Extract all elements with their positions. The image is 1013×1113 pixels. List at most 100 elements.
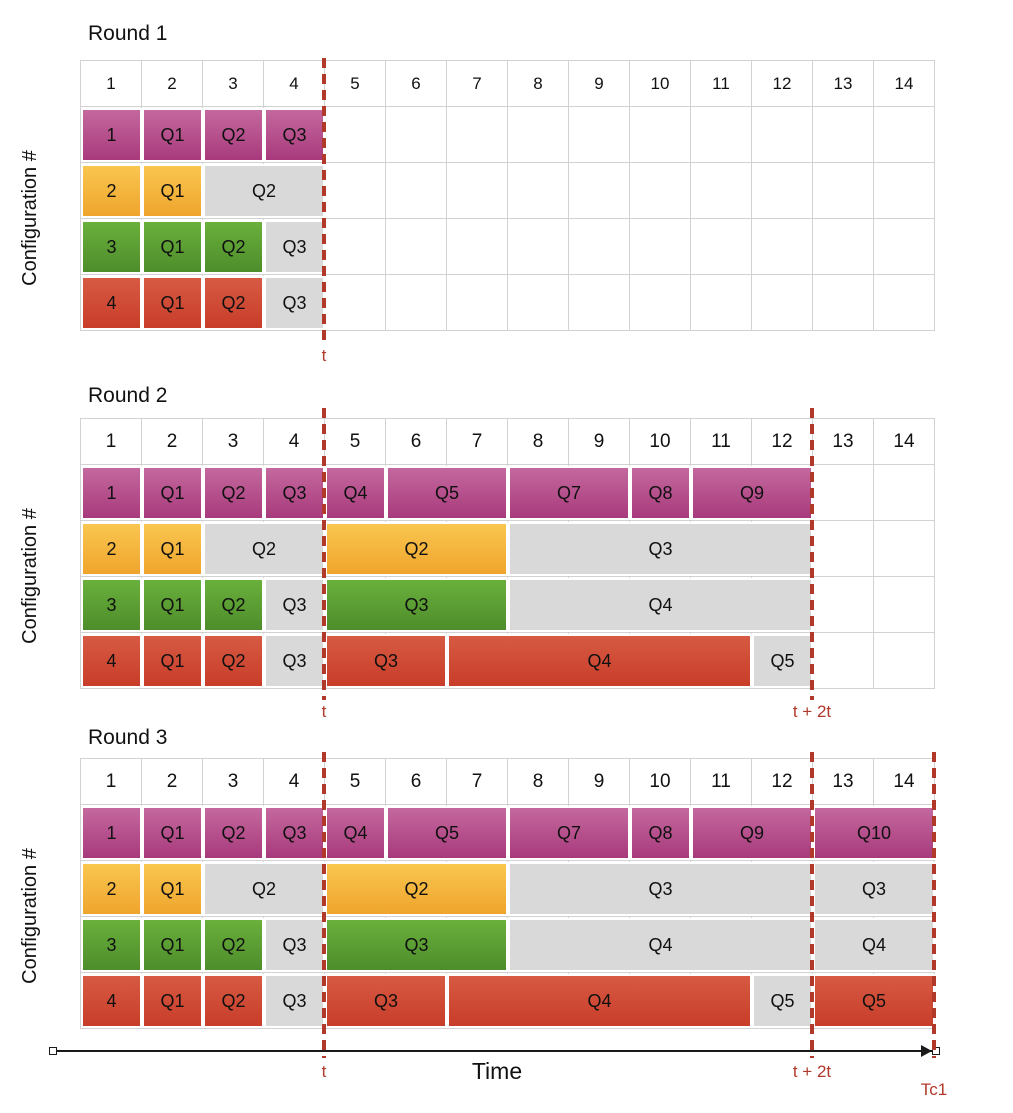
time-marker-line	[810, 752, 814, 1058]
query-block: Q3	[325, 974, 447, 1028]
query-block: Q2	[203, 276, 264, 330]
query-block: Q1	[142, 634, 203, 688]
query-block: Q3	[264, 806, 325, 860]
grid-cell	[874, 465, 935, 521]
config-label-cell: 2	[81, 164, 142, 218]
config-label-cell: 4	[81, 974, 142, 1028]
time-slot-header: 9	[569, 759, 630, 805]
grid-cell	[386, 275, 447, 331]
time-slot-header: 6	[386, 419, 447, 465]
grid-cell	[691, 219, 752, 275]
time-slot-header: 8	[508, 759, 569, 805]
time-slot-header: 6	[386, 759, 447, 805]
query-block: Q3	[264, 466, 325, 520]
time-slot-header: 2	[142, 759, 203, 805]
time-marker-line	[810, 408, 814, 700]
time-marker-line	[322, 752, 326, 1058]
query-block: Q2	[203, 220, 264, 274]
time-slot-header: 14	[874, 61, 935, 107]
time-slot-header: 11	[691, 759, 752, 805]
query-block: Q5	[752, 634, 813, 688]
time-slot-header: 3	[203, 61, 264, 107]
axis-endpoint-square	[49, 1047, 57, 1055]
time-marker-label: t	[321, 346, 327, 365]
query-block: Q3	[264, 634, 325, 688]
grid-cell	[569, 163, 630, 219]
query-block: Q4	[508, 578, 813, 632]
grid-cell	[813, 275, 874, 331]
query-block: Q4	[508, 918, 813, 972]
grid-cell	[874, 107, 935, 163]
grid-cell	[874, 633, 935, 689]
query-block: Q3	[508, 862, 813, 916]
time-slot-header: 1	[81, 61, 142, 107]
query-block: Q1	[142, 276, 203, 330]
query-block: Q3	[325, 578, 508, 632]
round-grid: 1 2 3 4 5 6 7 8 9 10 11 12 13 14 1 Q1 Q2 Q3 2 Q1 Q2 3 Q1 Q2 Q3 4 Q…	[80, 60, 935, 331]
query-block: Q2	[203, 634, 264, 688]
grid-cell	[691, 275, 752, 331]
time-slot-header: 14	[874, 419, 935, 465]
time-marker-line	[932, 752, 936, 1058]
query-block: Q5	[386, 806, 508, 860]
query-block: Q2	[203, 164, 325, 218]
grid-cell	[813, 521, 874, 577]
grid-cell	[691, 107, 752, 163]
grid-cell	[874, 577, 935, 633]
query-block: Q3	[264, 108, 325, 162]
grid-cell	[447, 219, 508, 275]
grid-cell	[447, 107, 508, 163]
grid-cell	[752, 107, 813, 163]
time-slot-header: 14	[874, 759, 935, 805]
grid-cell	[569, 275, 630, 331]
query-block: Q2	[203, 974, 264, 1028]
query-block: Q4	[447, 974, 752, 1028]
grid-cell	[813, 219, 874, 275]
config-label-cell: 2	[81, 522, 142, 576]
round-grid: 1 2 3 4 5 6 7 8 9 10 11 12 13 14 1 Q1 Q2 Q3 Q4 Q5 Q7 Q8 Q9 Q10 2…	[80, 758, 935, 1029]
grid-cell	[386, 107, 447, 163]
time-slot-header: 8	[508, 61, 569, 107]
query-block: Q2	[203, 578, 264, 632]
query-block: Q1	[142, 164, 203, 218]
grid-cell	[874, 219, 935, 275]
time-slot-header: 12	[752, 61, 813, 107]
time-slot-header: 1	[81, 419, 142, 465]
time-slot-header: 2	[142, 419, 203, 465]
grid-cell	[508, 219, 569, 275]
config-label-cell: 3	[81, 220, 142, 274]
query-block: Q4	[325, 806, 386, 860]
grid-cell	[386, 219, 447, 275]
query-block: Q4	[325, 466, 386, 520]
config-label-cell: 3	[81, 578, 142, 632]
query-block: Q9	[691, 806, 813, 860]
grid-cell	[874, 163, 935, 219]
time-slot-header: 3	[203, 759, 264, 805]
query-block: Q4	[813, 918, 935, 972]
grid-cell	[691, 163, 752, 219]
configuration-axis-label: Configuration #	[19, 508, 41, 644]
query-block: Q2	[325, 522, 508, 576]
time-marker-label: t + 2t	[792, 1062, 832, 1081]
query-block: Q8	[630, 466, 691, 520]
query-block: Q10	[813, 806, 935, 860]
query-block: Q1	[142, 806, 203, 860]
grid-cell	[508, 275, 569, 331]
grid-cell	[325, 163, 386, 219]
grid-cell	[752, 163, 813, 219]
time-slot-header: 7	[447, 61, 508, 107]
time-slot-header: 5	[325, 759, 386, 805]
grid-cell	[325, 107, 386, 163]
time-marker-line	[322, 58, 326, 342]
query-block: Q2	[203, 806, 264, 860]
time-marker-label: t	[321, 1062, 327, 1081]
grid-cell	[386, 163, 447, 219]
time-marker-label: t	[321, 702, 327, 721]
config-label-cell: 1	[81, 806, 142, 860]
time-axis-line	[56, 1050, 934, 1052]
query-block: Q1	[142, 220, 203, 274]
grid-cell	[508, 107, 569, 163]
time-slot-header: 10	[630, 759, 691, 805]
query-block: Q1	[142, 466, 203, 520]
grid-cell	[813, 107, 874, 163]
